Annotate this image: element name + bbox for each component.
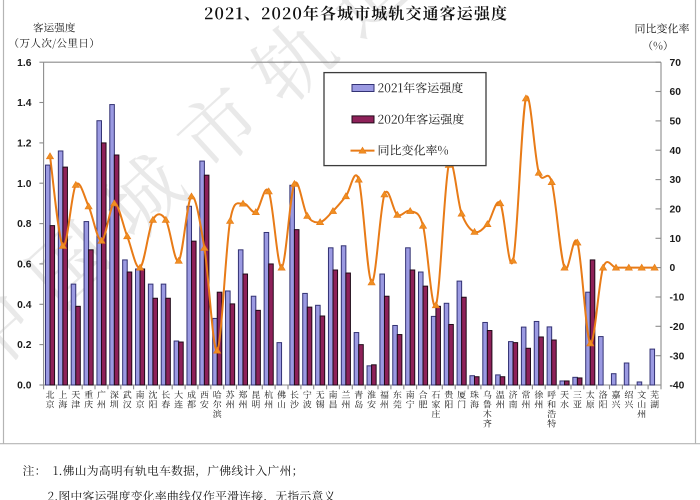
svg-text:-20: -20 [670,322,685,333]
svg-text:-40: -40 [670,381,685,392]
svg-text:0.4: 0.4 [17,300,32,311]
svg-text:0.2: 0.2 [17,340,32,351]
svg-text:70: 70 [670,58,682,69]
svg-text:0.0: 0.0 [17,381,32,392]
svg-text:0: 0 [670,263,676,274]
svg-text:1.4: 1.4 [17,98,32,109]
svg-text:60: 60 [670,87,682,98]
svg-text:10: 10 [670,234,682,245]
svg-text:-10: -10 [670,293,685,304]
svg-text:-30: -30 [670,351,685,362]
svg-text:0.8: 0.8 [17,219,32,230]
svg-text:20: 20 [670,205,682,216]
svg-text:1.0: 1.0 [17,179,32,190]
svg-text:1.6: 1.6 [17,58,32,69]
svg-text:0.6: 0.6 [17,260,32,271]
svg-text:30: 30 [670,175,682,186]
svg-text:1.2: 1.2 [17,139,32,150]
svg-text:40: 40 [670,146,682,157]
svg-text:50: 50 [670,117,682,128]
